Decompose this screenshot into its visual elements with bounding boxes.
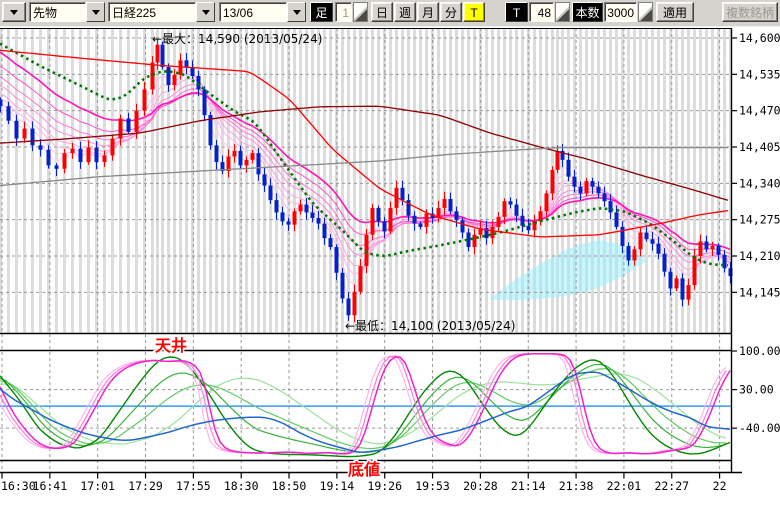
symbol-type-combobox[interactable]: 先物 <box>29 2 105 22</box>
period-button-1[interactable]: 週 <box>394 2 416 22</box>
apply-button[interactable]: 適用 <box>656 2 694 22</box>
price-axis-label: 14,470 <box>739 104 780 118</box>
chart-annotations: ←最大：14,590 (2013/05/24) ←最低：14,100 (2013/… <box>152 32 515 481</box>
time-axis-label: 18:30 <box>224 479 259 493</box>
chevron-down-icon <box>10 10 18 15</box>
chevron-down-icon <box>201 9 210 15</box>
chevron-down-icon <box>91 9 100 15</box>
price-axis-label: 14,210 <box>739 249 780 263</box>
tick-count-spinner[interactable]: 48 <box>529 2 570 22</box>
spinner-widget-icon[interactable] <box>638 2 653 22</box>
time-axis-label: 19:53 <box>415 479 450 493</box>
symbol-type-value: 先物 <box>29 2 86 22</box>
oscillator-axis-label: 30.00 <box>739 383 774 397</box>
panel-borders <box>0 28 742 474</box>
time-axis-label: 16:30 <box>1 479 36 493</box>
moving-averages <box>0 42 729 267</box>
time-axis-label: 22 <box>713 479 727 493</box>
oscillator-axis-label: -40.00 <box>739 421 780 435</box>
min-price-annotation: ←最低：14,100 (2013/05/24) <box>345 319 515 333</box>
ashi-bar-label-button[interactable]: 足 <box>310 2 333 22</box>
time-axis-label: 16:41 <box>33 479 68 493</box>
spinner-widget-icon[interactable] <box>555 2 570 22</box>
time-axis-label: 20:28 <box>463 479 498 493</box>
ceiling-annotation: 天井 <box>155 336 187 355</box>
price-axis-label: 14,340 <box>739 176 780 190</box>
period-button-4[interactable]: T <box>463 2 485 22</box>
symbol-dropdown-button[interactable] <box>196 2 215 22</box>
time-axis-label: 17:01 <box>80 479 115 493</box>
time-axis-label: 19:14 <box>320 479 355 493</box>
time-axis-label: 19:26 <box>367 479 402 493</box>
contract-month-value: 13/06 <box>219 2 287 22</box>
price-axis-label: 14,600 <box>739 31 780 45</box>
price-axis-label: 14,405 <box>739 140 780 154</box>
oscillator-lines <box>0 353 731 458</box>
background-stripes <box>0 28 732 333</box>
interval-spinner[interactable]: 1 <box>335 2 368 22</box>
price-axis-label: 14,275 <box>739 213 780 227</box>
period-button-2[interactable]: 月 <box>417 2 439 22</box>
axis-labels: 14,600 14,535 14,470 14,405 14,340 14,275 14,2… <box>1 31 780 493</box>
tick-count-value: 48 <box>529 2 554 22</box>
time-axis-label: 22:01 <box>607 479 642 493</box>
multi-symbol-button[interactable]: 複数銘柄 <box>722 2 778 22</box>
time-axis-label: 21:14 <box>511 479 546 493</box>
interval-value: 1 <box>335 2 352 22</box>
period-button-3[interactable]: 分 <box>440 2 462 22</box>
symbol-value: 日経225 <box>108 2 196 22</box>
contract-month-dropdown-button[interactable] <box>287 2 306 22</box>
bar-count-value: 3000 <box>604 2 637 22</box>
time-axis-label: 22:27 <box>654 479 689 493</box>
max-price-annotation: ←最大：14,590 (2013/05/24) <box>152 32 322 46</box>
symbol-type-dropdown-button[interactable] <box>86 2 105 22</box>
symbol-combobox[interactable]: 日経225 <box>108 2 215 22</box>
bar-count-spinner[interactable]: 3000 <box>604 2 653 22</box>
time-axis-label: 17:29 <box>128 479 163 493</box>
ma-cloud <box>490 240 645 300</box>
price-axis-label: 14,145 <box>739 285 780 299</box>
price-axis-label: 14,535 <box>739 67 780 81</box>
tick-label-button[interactable]: T <box>505 2 528 22</box>
bottom-annotation: 底値 <box>348 460 380 479</box>
time-axis-label: 17:55 <box>176 479 211 493</box>
mini-dropdown-button[interactable] <box>2 2 26 22</box>
axis-ticks <box>1 37 737 479</box>
time-axis-label: 21:38 <box>559 479 594 493</box>
oscillator-axis-label: 100.00 <box>739 344 780 358</box>
bar-count-label-button[interactable]: 本数 <box>572 2 603 22</box>
time-axis-label: 18:50 <box>272 479 307 493</box>
chevron-down-icon <box>292 9 301 15</box>
contract-month-combobox[interactable]: 13/06 <box>219 2 306 22</box>
period-button-0[interactable]: 日 <box>371 2 393 22</box>
spinner-widget-icon[interactable] <box>353 2 368 22</box>
